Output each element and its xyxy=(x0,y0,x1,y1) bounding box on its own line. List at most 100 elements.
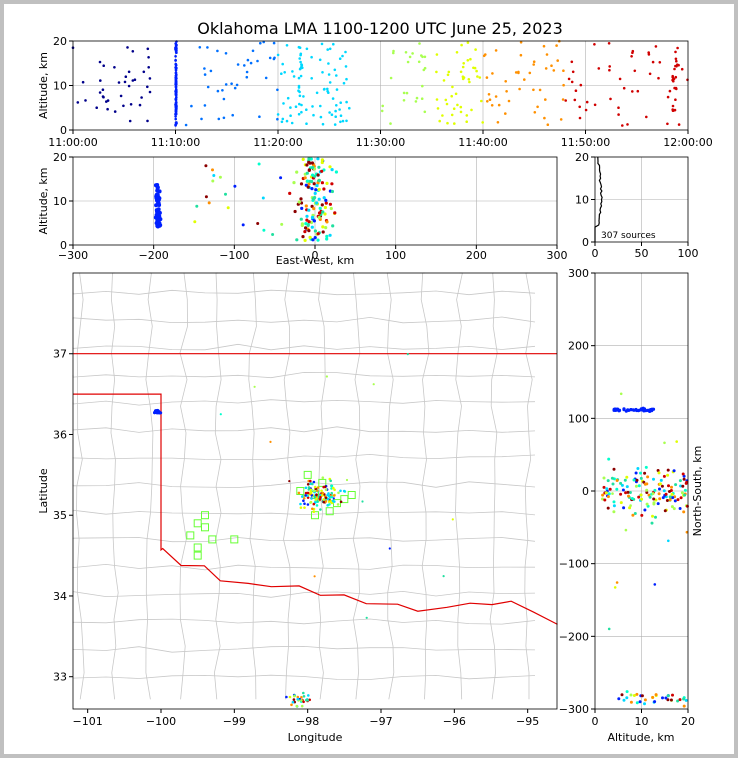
source-point xyxy=(597,67,601,70)
source-point xyxy=(676,498,680,502)
source-point xyxy=(331,224,335,228)
source-point xyxy=(679,496,683,500)
source-point xyxy=(532,88,535,92)
source-point xyxy=(619,492,623,496)
source-point xyxy=(322,187,326,191)
source-point xyxy=(625,485,629,489)
source-point xyxy=(276,53,280,57)
y-axis-label: North-South, km xyxy=(691,446,704,537)
source-point xyxy=(650,521,654,525)
y-tick-label: 20 xyxy=(53,151,67,164)
source-point xyxy=(316,173,320,177)
source-point xyxy=(327,62,330,65)
source-point xyxy=(226,206,230,210)
source-point xyxy=(307,694,310,697)
source-point xyxy=(478,76,482,79)
source-point xyxy=(174,88,178,91)
y-tick-label: 20 xyxy=(575,151,589,164)
source-point xyxy=(345,77,348,81)
source-point xyxy=(404,51,408,54)
source-point xyxy=(658,61,662,64)
county-line xyxy=(145,272,154,700)
county-line xyxy=(72,645,536,653)
source-point xyxy=(634,471,638,475)
source-point xyxy=(675,59,678,63)
source-point xyxy=(321,122,325,126)
source-point xyxy=(76,101,80,104)
source-point xyxy=(233,184,237,188)
source-point xyxy=(285,695,288,699)
source-point xyxy=(297,45,301,49)
source-point xyxy=(310,497,313,500)
source-point xyxy=(315,91,319,95)
source-point xyxy=(291,700,295,704)
source-point xyxy=(195,204,199,208)
source-point xyxy=(300,696,303,699)
source-point xyxy=(388,547,391,550)
source-point xyxy=(552,69,556,72)
source-point xyxy=(545,53,549,56)
source-point xyxy=(615,479,619,482)
source-point xyxy=(606,495,610,499)
source-point xyxy=(647,51,650,54)
source-point xyxy=(656,502,660,506)
source-point xyxy=(317,178,321,183)
source-point xyxy=(657,492,661,496)
source-point xyxy=(651,514,654,518)
source-point xyxy=(674,98,677,101)
source-point xyxy=(320,181,324,185)
source-point xyxy=(286,96,290,100)
source-point xyxy=(625,475,629,479)
altitude-eastwest-panel: −300 −200 −100 0 100 200 300 0 10 20 East-West, km… xyxy=(37,151,568,267)
station-marker xyxy=(193,551,202,560)
source-point xyxy=(624,528,628,532)
source-point xyxy=(129,103,133,106)
source-point xyxy=(211,179,215,183)
y-tick-label: 0 xyxy=(60,124,67,137)
source-point xyxy=(245,70,249,74)
source-point xyxy=(316,486,320,489)
source-point xyxy=(296,697,300,701)
source-point xyxy=(328,165,332,169)
source-point xyxy=(670,505,674,509)
source-point xyxy=(299,182,304,186)
source-point xyxy=(235,83,239,87)
source-point xyxy=(550,64,553,67)
source-point xyxy=(634,407,638,412)
source-point xyxy=(281,62,285,66)
source-point xyxy=(330,495,334,499)
source-point xyxy=(450,113,454,117)
source-point xyxy=(310,161,314,165)
source-point xyxy=(447,70,451,74)
source-point xyxy=(279,176,283,180)
source-point xyxy=(174,69,178,72)
source-point xyxy=(454,92,458,96)
source-point xyxy=(622,506,626,510)
source-point xyxy=(309,501,312,504)
source-point xyxy=(435,70,438,74)
source-point xyxy=(332,497,335,500)
source-point xyxy=(657,471,661,475)
station-marker xyxy=(201,523,209,532)
source-point xyxy=(455,51,459,54)
source-point xyxy=(639,493,643,497)
source-point xyxy=(305,214,309,218)
station-marker xyxy=(296,487,305,495)
source-point xyxy=(389,122,392,125)
source-point xyxy=(630,55,633,58)
source-point xyxy=(174,58,177,62)
source-point xyxy=(174,50,178,54)
source-point xyxy=(324,496,328,500)
source-point xyxy=(300,103,303,107)
source-point xyxy=(342,81,346,85)
source-point xyxy=(298,102,301,106)
source-point xyxy=(292,75,296,78)
county-boundaries xyxy=(72,272,536,700)
source-point xyxy=(571,70,575,74)
source-point xyxy=(323,205,327,210)
source-point xyxy=(555,44,558,47)
source-point xyxy=(381,104,385,108)
source-point xyxy=(473,66,477,70)
source-point xyxy=(298,57,302,60)
source-point xyxy=(317,165,321,169)
